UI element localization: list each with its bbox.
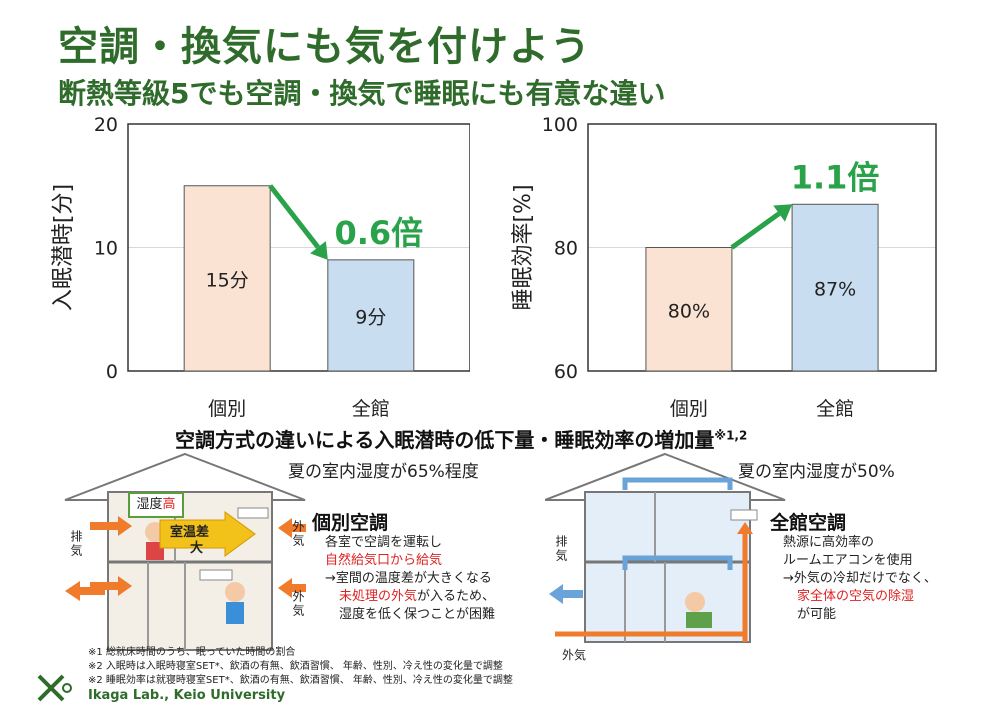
x-category-label: 個別 [670, 398, 708, 420]
caption-sup: ※1,2 [714, 428, 748, 443]
y-tick-label: 20 [94, 114, 118, 136]
ratio-label: 1.1倍 [791, 158, 880, 196]
ratio-label: 0.6倍 [334, 214, 423, 252]
footnote: ※2 入眠時は入眠時寝室SET*、飲酒の有無、飲酒習慣、 年齢、性別、冷え性の変… [88, 661, 503, 672]
footnote: ※1 総就床時間のうち、眠っていた時間の割合 [88, 647, 296, 658]
duct-line [622, 477, 733, 490]
aircon-icon [237, 507, 269, 519]
sleep-efficiency-chart: 60 80 100 睡眠効率[%] 80% 個別 87% 全館 1.1倍 [511, 114, 937, 420]
right-exhaust-label: 排気 [554, 535, 568, 563]
left-outside-label-top: 外気 [291, 520, 305, 548]
exhaust-arrow [549, 584, 583, 604]
x-category-label: 全館 [816, 398, 854, 420]
page-subtitle: 断熱等級5でも空調・換気で睡眠にも有意な違い [58, 77, 666, 110]
desc-line: →室間の温度差が大きくなる [325, 571, 492, 586]
lab-logo-icon [37, 674, 72, 702]
bar-value-label: 80% [668, 300, 710, 322]
bar-central [327, 259, 415, 372]
desc-line: 各室で空調を運転し [325, 535, 443, 550]
badge-accent: 高 [162, 497, 176, 512]
bar-value-label: 9分 [355, 306, 386, 328]
plot-frame [587, 123, 937, 372]
central-ac-title: 全館空調 [770, 512, 847, 534]
duct-line [622, 555, 733, 570]
arrow-label-top: 室温差 [170, 525, 210, 540]
desc-line: →外気の冷却だけでなく、 [783, 571, 937, 586]
person-icon [686, 612, 712, 628]
exhaust-arrow [65, 581, 105, 601]
badge-prefix: 湿度 [136, 497, 163, 512]
change-arrow-head [310, 241, 328, 260]
person-icon [225, 582, 245, 602]
y-tick-label: 0 [106, 361, 118, 383]
desc-line: 湿度を低く保つことが困難 [339, 607, 496, 622]
change-arrow-head [773, 204, 793, 222]
bar-central [791, 203, 879, 372]
outside-air-inflow-arrow [90, 576, 132, 596]
outside-air-inflow-arrow [278, 518, 306, 538]
left-humidity-text: 夏の室内湿度が65%程度 [288, 462, 479, 482]
bar-value-label: 15分 [206, 269, 249, 291]
caption-text: 空調方式の違いによる入眠潜時の低下量・睡眠効率の増加量 [175, 428, 715, 452]
desc-line: 未処理の外気 [339, 589, 418, 604]
outside-air-inflow-arrow [90, 516, 132, 536]
desc-line: 自然給気口から給気 [325, 553, 443, 568]
desc-line: ルームエアコンを使用 [783, 553, 913, 568]
aircon-icon [730, 509, 758, 521]
desc-line: 熱源に高効率の [783, 535, 875, 550]
change-arrow [268, 184, 320, 249]
bar-individual [183, 185, 271, 372]
y-tick-label: 10 [94, 238, 118, 260]
chart-caption: 空調方式の違いによる入眠潜時の低下量・睡眠効率の増加量※1,2 [175, 424, 747, 453]
humidity-badge: 湿度高 [128, 492, 184, 518]
lab-credit: Ikaga Lab., Keio University [88, 688, 286, 703]
left-outside-label-bottom: 外気 [291, 590, 305, 618]
y-tick-label: 60 [554, 361, 578, 383]
outside-air-inflow-arrow [278, 578, 306, 598]
footnote: ※2 睡眠効率は就寝時寝室SET*、飲酒の有無、飲酒習慣、 年齢、性別、冷え性の… [88, 675, 513, 686]
central-ac-description: 熱源に高効率の ルームエアコンを使用 →外気の冷却だけでなく、 家全体の空気の除… [783, 534, 937, 624]
right-house-illustration [545, 452, 786, 643]
right-humidity-text: 夏の室内湿度が50% [738, 462, 895, 482]
y-axis-label: 入眠潜時[分] [51, 184, 76, 311]
y-axis-label: 睡眠効率[%] [511, 184, 536, 310]
arrow-label-bottom: 大 [190, 541, 204, 556]
left-exhaust-label: 排気 [69, 530, 83, 558]
individual-ac-description: 各室で空調を運転し 自然給気口から給気 →室間の温度差が大きくなる 未処理の外気… [325, 534, 495, 624]
x-category-label: 全館 [352, 398, 390, 420]
desc-line: 家全体の空気の除湿 [797, 589, 915, 604]
desc-line-suffix: が入るため、 [417, 589, 496, 604]
desc-line: が可能 [797, 607, 837, 622]
bar-individual [645, 247, 733, 372]
bar-value-label: 87% [814, 279, 856, 301]
y-tick-label: 80 [554, 238, 578, 260]
person-icon [226, 602, 244, 624]
plot-frame [127, 123, 470, 372]
left-house-illustration [64, 452, 306, 651]
right-outside-label: 外気 [562, 648, 587, 662]
aircon-icon [199, 569, 233, 581]
x-category-label: 個別 [208, 398, 246, 420]
temperature-difference-arrow [159, 511, 256, 557]
right-house-walls [584, 491, 751, 643]
individual-ac-title: 個別空調 [312, 512, 389, 534]
change-arrow [730, 211, 781, 250]
person-icon [685, 592, 705, 612]
y-tick-label: 100 [542, 114, 578, 136]
page-title: 空調・換気にも気を付けよう [58, 24, 591, 70]
